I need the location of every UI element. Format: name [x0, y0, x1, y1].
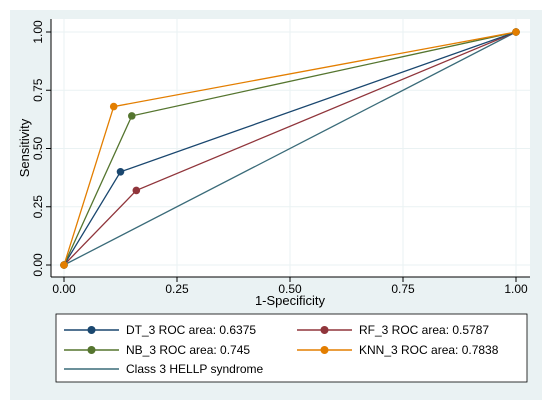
series-line-4 — [63, 31, 517, 266]
x-tick-labels: 0.00 0.25 0.50 0.75 1.00 — [52, 282, 528, 296]
y-tick-label: 0.75 — [31, 78, 45, 102]
y-tick-label: 0.25 — [31, 195, 45, 219]
legend-label: DT_3 ROC area: 0.6375 — [126, 323, 256, 337]
x-tick-label: 0.00 — [52, 282, 76, 296]
legend-key-marker — [320, 326, 329, 334]
legend: DT_3 ROC area: 0.6375 RF_3 ROC area: 0.57… — [64, 323, 499, 376]
legend-key-marker — [87, 346, 96, 354]
y-tick-labels: 0.00 0.25 0.50 0.75 1.00 — [31, 20, 45, 277]
legend-key-marker — [320, 346, 329, 354]
x-tick-label: 0.25 — [165, 282, 189, 296]
series-point-3 — [60, 261, 68, 269]
series-group — [60, 28, 520, 269]
x-tick-label: 0.50 — [278, 282, 302, 296]
y-tick-label: 0.50 — [31, 136, 45, 160]
series-point-3 — [109, 102, 118, 111]
series-point-2 — [128, 112, 136, 120]
legend-key-marker — [87, 326, 96, 334]
series-point-3 — [512, 28, 520, 36]
axes — [46, 19, 530, 282]
legend-label: KNN_3 ROC area: 0.7838 — [359, 343, 499, 357]
y-axis-title: Sensitivity — [17, 118, 32, 177]
y-tick-label: 0.00 — [31, 253, 45, 277]
y-tick-label: 1.00 — [31, 20, 45, 44]
x-tick-label: 1.00 — [504, 282, 528, 296]
series-point-0 — [116, 168, 125, 176]
series-point-1 — [132, 186, 141, 195]
x-axis-title: 1-Specificity — [255, 293, 326, 308]
legend-label: Class 3 HELLP syndrome — [126, 362, 264, 376]
x-tick-label: 0.75 — [391, 282, 415, 296]
legend-label: RF_3 ROC area: 0.5787 — [359, 323, 489, 337]
legend-label: NB_3 ROC area: 0.745 — [126, 343, 250, 357]
legend-box — [55, 313, 528, 383]
